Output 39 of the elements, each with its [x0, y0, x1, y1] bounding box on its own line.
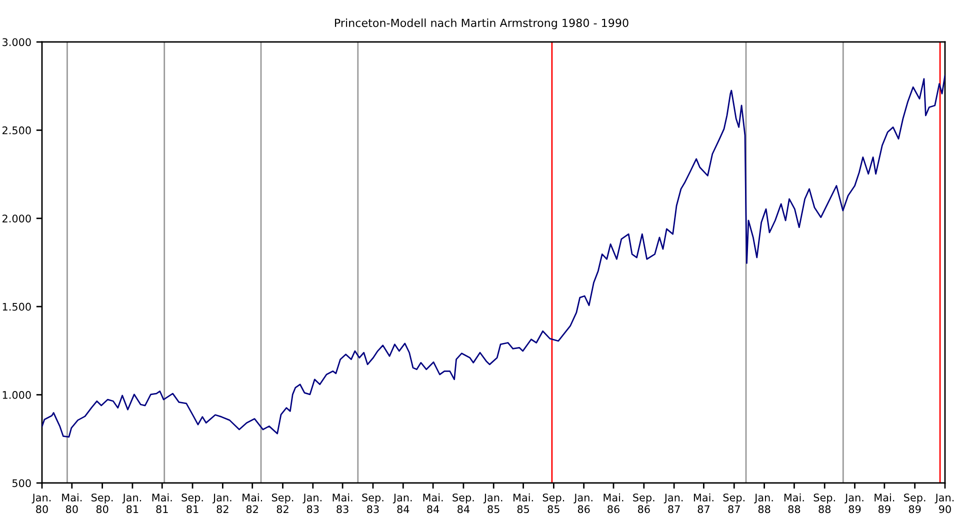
x-tick-label: Mai. 87	[694, 493, 714, 514]
y-tick-label: 1.500	[2, 302, 31, 311]
x-tick-label: Mai. 84	[423, 493, 443, 514]
x-tick-label: Sep. 82	[272, 494, 294, 514]
x-tick-label: Jan. 83	[302, 494, 322, 514]
x-tick-label: Sep. 83	[362, 494, 384, 514]
x-tick-label: Sep. 80	[92, 494, 113, 514]
x-tick-label: Sep. 85	[542, 494, 564, 514]
line-series	[42, 74, 945, 438]
x-tick-label: Jan. 88	[754, 494, 773, 514]
x-tick-label: Sep. 81	[182, 494, 203, 514]
y-tick-label: 1.000	[2, 391, 31, 399]
x-tick-label: Sep. 89	[904, 494, 926, 514]
x-tick-label: Jan. 85	[483, 494, 502, 514]
x-tick-label: Mai. 88	[784, 493, 804, 514]
x-tick-label: Mai. 85	[514, 493, 533, 514]
x-tick-label: Jan. 81	[122, 494, 142, 514]
x-tick-label: Mai. 80	[62, 493, 82, 514]
x-tick-label: Jan. 90	[934, 494, 954, 514]
x-tick-label: Jan. 89	[844, 494, 864, 514]
y-tick-label: 3.000	[2, 38, 31, 46]
x-tick-label: Jan. 82	[212, 494, 232, 514]
x-tick-label: Jan. 87	[664, 494, 683, 514]
x-tick-label: Sep. 84	[452, 494, 474, 514]
x-tick-label: Sep. 88	[814, 494, 835, 514]
x-tick-label: Sep. 87	[723, 494, 744, 514]
x-tick-label: Mai. 89	[874, 493, 894, 514]
x-tick-label: Mai. 83	[332, 493, 352, 514]
y-tick-label: 500	[12, 479, 31, 488]
x-tick-label: Jan. 80	[32, 494, 51, 514]
y-tick-label: 2.500	[2, 126, 31, 134]
x-tick-label: Mai. 86	[604, 493, 624, 514]
y-tick-label: 2.000	[2, 214, 31, 222]
x-tick-label: Jan. 84	[392, 494, 412, 514]
x-tick-label: Mai. 82	[242, 493, 262, 514]
chart-title: Princeton-Modell nach Martin Armstrong 1980 - 1990	[335, 18, 628, 30]
x-tick-label: Sep. 86	[633, 494, 654, 514]
x-tick-label: Mai. 81	[152, 493, 172, 514]
x-tick-label: Jan. 86	[574, 494, 592, 514]
